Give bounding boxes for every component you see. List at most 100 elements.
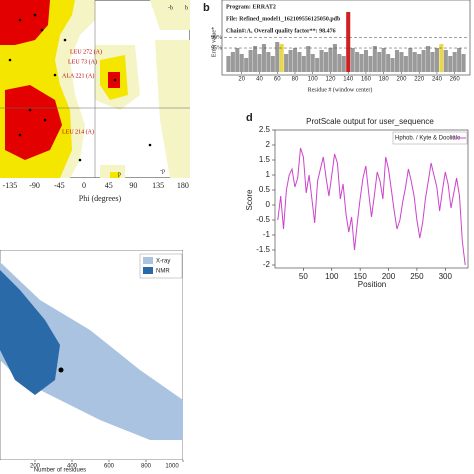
bar — [359, 54, 364, 72]
bar — [306, 46, 311, 72]
bar — [235, 48, 240, 72]
x-tick-label: 20 — [238, 77, 245, 83]
bar — [341, 56, 346, 72]
x-axis-label: Number of residues — [34, 468, 86, 474]
legend-label: X-ray — [156, 259, 170, 265]
bar — [434, 48, 439, 72]
region-label: b — [185, 5, 188, 11]
x-tick-label: 300 — [439, 272, 453, 281]
y-tick-label: 0 — [266, 200, 271, 209]
data-line — [277, 147, 466, 266]
bar — [417, 54, 422, 72]
bar — [279, 44, 284, 72]
bar — [448, 56, 453, 72]
title-line: File: Refined_model1_162109556125050.pdb — [226, 16, 341, 22]
region-label: -b — [168, 5, 173, 11]
bar — [421, 50, 426, 72]
y-tick-label: -1 — [263, 230, 271, 239]
bar — [328, 48, 333, 72]
bar — [239, 54, 244, 72]
y-tick-label: 2 — [266, 140, 271, 149]
bar — [332, 44, 337, 72]
y-axis-label: Score — [245, 189, 254, 210]
x-tick-label: 200 — [30, 464, 41, 470]
x-tick-label: 120 — [325, 77, 336, 83]
bar — [310, 54, 315, 72]
bar — [408, 48, 413, 72]
ramachandran-regions — [0, 0, 190, 178]
x-tick-label: 260 — [450, 77, 461, 83]
bar — [412, 52, 417, 72]
bar — [266, 52, 271, 72]
x-tick-label: 100 — [308, 77, 319, 83]
x-tick-label: 400 — [67, 464, 78, 470]
y-tick-label: 1 — [266, 170, 271, 179]
bar — [297, 52, 302, 72]
x-tick-label: 0 — [82, 181, 86, 190]
x-tick-label: 180 — [379, 77, 390, 83]
bar — [319, 50, 324, 72]
residue-label: LEU 73 (A) — [68, 58, 97, 65]
x-axis-label: Position — [358, 280, 386, 289]
y-axis-label: Error value* — [211, 27, 217, 57]
y-tick-label: -1.5 — [256, 245, 270, 254]
bar — [426, 46, 431, 72]
x-tick-label: 40 — [256, 77, 263, 83]
bar — [292, 48, 298, 72]
x-tick-label: 80 — [292, 77, 299, 83]
y-tick-label: 0.5 — [259, 185, 271, 194]
bar — [381, 48, 386, 72]
x-axis-label: Phi (degrees) — [79, 194, 122, 203]
x-tick-label: 800 — [141, 464, 152, 470]
x-tick-label: 240 — [432, 77, 443, 83]
x-tick-label: 60 — [274, 77, 281, 83]
residue-label: ALA 221 (A) — [62, 72, 94, 79]
y-tick-label: -2 — [263, 260, 271, 269]
bar — [257, 54, 262, 72]
panel-label: d — [246, 112, 253, 124]
bar — [244, 58, 249, 72]
chart-title: ProtScale output for user_sequence — [306, 117, 434, 126]
x-tick-label: 1000 — [165, 464, 179, 470]
region-label: -p — [160, 168, 165, 174]
x-tick-label: 50 — [299, 272, 308, 281]
bar — [430, 52, 435, 72]
bar — [284, 54, 289, 72]
bar — [403, 56, 408, 72]
x-tick-label: 100 — [325, 272, 339, 281]
x-tick-label: 140 — [343, 77, 354, 83]
bar — [377, 52, 382, 72]
bar — [226, 56, 231, 72]
bar — [230, 52, 235, 72]
legend-label: Hphob. / Kyte & Doolittle — [395, 136, 461, 142]
bar — [368, 56, 373, 72]
y-tick-label: -0.5 — [256, 215, 270, 224]
bar — [248, 50, 253, 72]
bar — [443, 50, 448, 72]
bar — [337, 54, 342, 72]
x-tick-label: 600 — [104, 464, 115, 470]
bar — [355, 52, 360, 72]
legend-swatch — [143, 257, 153, 264]
bar — [386, 54, 391, 72]
bar — [461, 54, 466, 72]
x-tick-label: 250 — [410, 272, 424, 281]
bar — [301, 56, 306, 72]
bar — [324, 52, 329, 72]
bar — [363, 50, 368, 72]
prosa-cloud — [0, 250, 183, 460]
x-tick-label: 150 — [353, 272, 367, 281]
residue-label: LEU 214 (A) — [62, 128, 94, 135]
bar — [439, 44, 444, 72]
bar — [346, 12, 351, 72]
x-tick-label: 160 — [361, 77, 372, 83]
bar — [399, 52, 404, 72]
threshold-label: 99% — [211, 35, 222, 41]
threshold-label: 95% — [211, 45, 222, 51]
y-tick-label: 2.5 — [259, 125, 271, 134]
title-line: Program: ERRAT2 — [226, 4, 276, 10]
bar — [394, 50, 400, 72]
x-tick-label: -90 — [29, 181, 40, 190]
x-tick-label: 45 — [105, 181, 113, 190]
